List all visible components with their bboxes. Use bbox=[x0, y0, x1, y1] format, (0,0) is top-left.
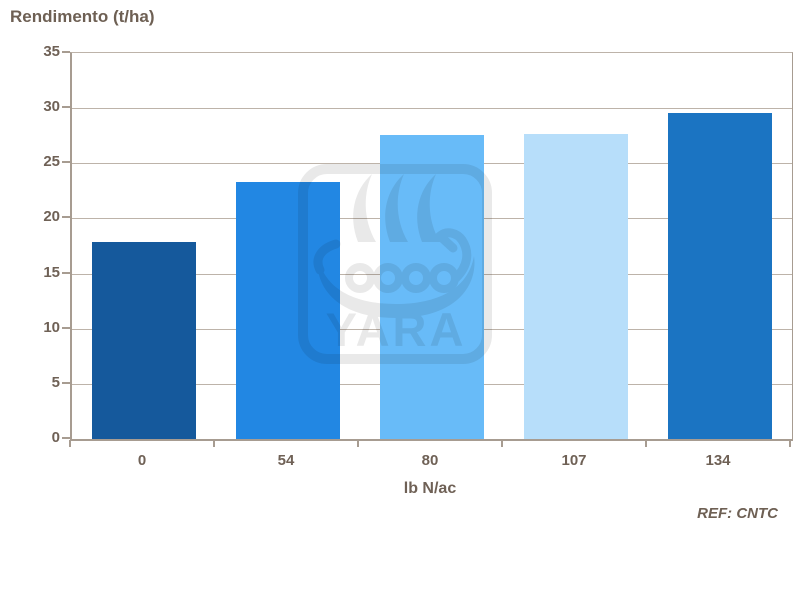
bar-54 bbox=[236, 182, 340, 439]
y-tick-mark-35 bbox=[62, 51, 70, 53]
gridline-y-30 bbox=[72, 108, 792, 110]
x-tick-mark-3 bbox=[501, 440, 503, 447]
y-tick-label-35: 35 bbox=[43, 43, 60, 60]
x-tick-mark-2 bbox=[357, 440, 359, 447]
x-tick-label-134: 134 bbox=[705, 452, 731, 469]
y-tick-mark-15 bbox=[62, 271, 70, 274]
plot-area bbox=[70, 52, 793, 441]
x-tick-label-80: 80 bbox=[421, 452, 439, 469]
y-tick-label-20: 20 bbox=[43, 208, 60, 226]
y-tick-label-30: 30 bbox=[43, 98, 60, 116]
x-tick-mark-4 bbox=[645, 440, 647, 447]
x-tick-label-107: 107 bbox=[561, 452, 587, 469]
x-tick-label-54: 54 bbox=[277, 452, 295, 469]
y-tick-mark-0 bbox=[62, 437, 70, 439]
y-tick-mark-30 bbox=[62, 106, 70, 109]
chart-title: Rendimento (t/ha) bbox=[10, 7, 155, 26]
y-tick-label-15: 15 bbox=[43, 263, 60, 281]
y-tick-label-0: 0 bbox=[51, 429, 60, 446]
bar-107 bbox=[524, 133, 628, 439]
x-tick-mark-1 bbox=[213, 440, 215, 447]
bar-134 bbox=[668, 112, 772, 439]
y-tick-mark-5 bbox=[62, 381, 70, 384]
y-tick-mark-20 bbox=[62, 216, 70, 219]
x-axis-title: lb N/ac bbox=[403, 480, 457, 497]
y-tick-mark-25 bbox=[62, 161, 70, 164]
y-tick-mark-10 bbox=[62, 326, 70, 329]
y-tick-label-5: 5 bbox=[51, 373, 60, 391]
bar-80 bbox=[380, 134, 484, 439]
y-tick-label-10: 10 bbox=[43, 318, 60, 336]
y-tick-label-25: 25 bbox=[43, 153, 60, 171]
bar-0 bbox=[92, 241, 196, 439]
reference-note: REF: CNTC bbox=[697, 505, 778, 522]
x-tick-mark-0 bbox=[69, 440, 71, 447]
x-tick-mark-5 bbox=[789, 440, 791, 447]
x-tick-label-0: 0 bbox=[137, 452, 147, 469]
